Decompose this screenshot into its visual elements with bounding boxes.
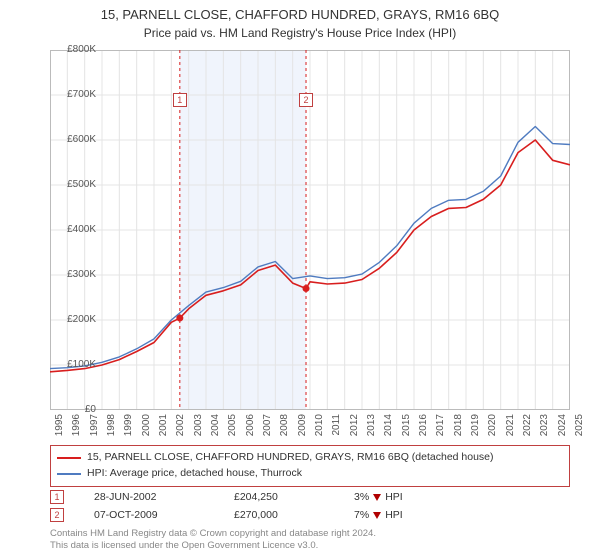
- event-delta-vs: HPI: [385, 509, 403, 521]
- event-delta: 3% HPI: [354, 491, 444, 503]
- event-date: 07-OCT-2009: [94, 509, 204, 521]
- event-delta-pct: 3%: [354, 491, 369, 503]
- event-delta-vs: HPI: [385, 491, 403, 503]
- event-delta: 7% HPI: [354, 509, 444, 521]
- event-row: 2 07-OCT-2009 £270,000 7% HPI: [50, 506, 570, 524]
- event-price: £204,250: [234, 491, 324, 503]
- y-axis-label: £700K: [50, 89, 96, 100]
- legend-item: 15, PARNELL CLOSE, CHAFFORD HUNDRED, GRA…: [57, 450, 563, 466]
- y-axis-label: £600K: [50, 134, 96, 145]
- chart-title: 15, PARNELL CLOSE, CHAFFORD HUNDRED, GRA…: [0, 0, 600, 24]
- y-axis-label: £100K: [50, 359, 96, 370]
- legend-label: 15, PARNELL CLOSE, CHAFFORD HUNDRED, GRA…: [87, 450, 494, 466]
- events-table: 1 28-JUN-2002 £204,250 3% HPI 2 07-OCT-2009 £27…: [50, 488, 570, 524]
- y-axis-label: £400K: [50, 224, 96, 235]
- y-axis-label: £500K: [50, 179, 96, 190]
- event-delta-pct: 7%: [354, 509, 369, 521]
- chart-subtitle: Price paid vs. HM Land Registry's House …: [0, 24, 600, 40]
- attribution-line: Contains HM Land Registry data © Crown c…: [50, 528, 570, 540]
- legend-label: HPI: Average price, detached house, Thur…: [87, 466, 302, 482]
- legend-item: HPI: Average price, detached house, Thur…: [57, 466, 563, 482]
- legend-swatch: [57, 473, 81, 475]
- event-row: 1 28-JUN-2002 £204,250 3% HPI: [50, 488, 570, 506]
- arrow-down-icon: [373, 494, 381, 501]
- event-number-box: 2: [50, 508, 64, 522]
- x-axis-label: 2025: [574, 414, 585, 454]
- legend-box: 15, PARNELL CLOSE, CHAFFORD HUNDRED, GRA…: [50, 445, 570, 487]
- y-axis-label: £300K: [50, 269, 96, 280]
- attribution-line: This data is licensed under the Open Gov…: [50, 540, 570, 552]
- event-date: 28-JUN-2002: [94, 491, 204, 503]
- event-price: £270,000: [234, 509, 324, 521]
- chart-container: 15, PARNELL CLOSE, CHAFFORD HUNDRED, GRA…: [0, 0, 600, 560]
- plot-area: £0£100K£200K£300K£400K£500K£600K£700K£80…: [50, 50, 570, 410]
- arrow-down-icon: [373, 512, 381, 519]
- y-axis-label: £800K: [50, 44, 96, 55]
- y-axis-label: £200K: [50, 314, 96, 325]
- legend-swatch: [57, 457, 81, 459]
- event-marker-callout: 1: [173, 93, 187, 107]
- attribution: Contains HM Land Registry data © Crown c…: [50, 528, 570, 552]
- event-marker-callout: 2: [299, 93, 313, 107]
- event-number-box: 1: [50, 490, 64, 504]
